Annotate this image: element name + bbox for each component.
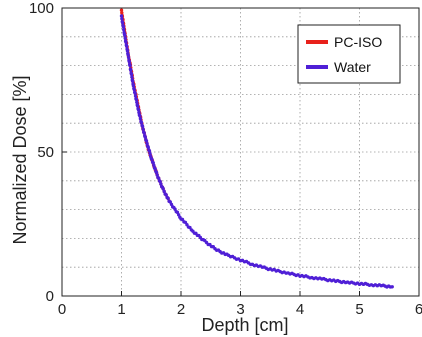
- data-point: [125, 49, 130, 53]
- data-point: [161, 187, 165, 191]
- data-point: [120, 21, 125, 25]
- data-point: [119, 14, 124, 18]
- data-point: [132, 87, 136, 92]
- data-point: [131, 84, 136, 88]
- data-point: [143, 135, 147, 139]
- data-point: [141, 127, 145, 131]
- legend-box: [297, 24, 401, 84]
- data-point: [135, 100, 139, 104]
- ticks: 0 1 2 3 4 5 6 0 50 100: [29, 0, 422, 318]
- data-point: [127, 59, 132, 64]
- data-point: [140, 124, 145, 129]
- data-point: [133, 91, 137, 95]
- data-point: [390, 285, 394, 289]
- data-point: [153, 167, 157, 171]
- data-point: [138, 117, 143, 121]
- data-point: [162, 189, 166, 194]
- series-water: [119, 14, 394, 289]
- data-point: [166, 196, 170, 201]
- data-point: [136, 108, 141, 112]
- data-point: [150, 157, 154, 162]
- data-point: [120, 11, 124, 15]
- y-tick-label: 0: [46, 288, 54, 305]
- data-point: [123, 36, 127, 40]
- data-point: [138, 114, 142, 118]
- y-tick-label: 100: [29, 0, 54, 17]
- data-point: [126, 53, 130, 57]
- data-point: [121, 25, 126, 29]
- data-point: [129, 68, 133, 72]
- data-point: [133, 94, 138, 98]
- data-point: [122, 27, 126, 32]
- data-point: [130, 79, 135, 83]
- data-point: [129, 72, 134, 76]
- data-point: [145, 141, 149, 146]
- data-point: [119, 8, 124, 12]
- y-axis-title: Normalized Dose [%]: [10, 75, 30, 244]
- data-point: [134, 97, 139, 102]
- legend-label-water: Water: [334, 59, 371, 75]
- data-point: [120, 17, 124, 21]
- series-layer: [119, 8, 394, 289]
- legend-label-pc-iso: PC-ISO: [334, 34, 382, 50]
- x-tick-label: 1: [117, 301, 125, 318]
- x-tick-label: 2: [177, 301, 185, 318]
- data-point: [125, 44, 129, 48]
- data-point: [135, 104, 140, 108]
- data-point: [126, 55, 131, 60]
- data-point: [164, 193, 168, 197]
- data-point: [146, 145, 150, 150]
- data-point: [144, 139, 149, 143]
- data-point: [147, 149, 152, 153]
- data-point: [128, 63, 132, 68]
- x-tick-label: 4: [296, 301, 304, 318]
- x-tick-label: 3: [236, 301, 244, 318]
- x-tick-label: 6: [415, 301, 422, 318]
- x-tick-label: 0: [58, 301, 66, 318]
- y-tick-label: 50: [37, 144, 54, 161]
- legend: PC-ISO Water: [297, 24, 401, 84]
- data-point: [130, 75, 134, 79]
- x-axis-title: Depth [cm]: [201, 315, 288, 335]
- data-point: [152, 163, 156, 168]
- data-point: [123, 33, 127, 38]
- data-point: [154, 170, 159, 175]
- data-point: [148, 152, 152, 156]
- data-point: [139, 120, 144, 125]
- data-point: [124, 40, 128, 44]
- x-tick-label: 5: [355, 301, 363, 318]
- data-point: [151, 161, 155, 165]
- data-point: [142, 131, 146, 135]
